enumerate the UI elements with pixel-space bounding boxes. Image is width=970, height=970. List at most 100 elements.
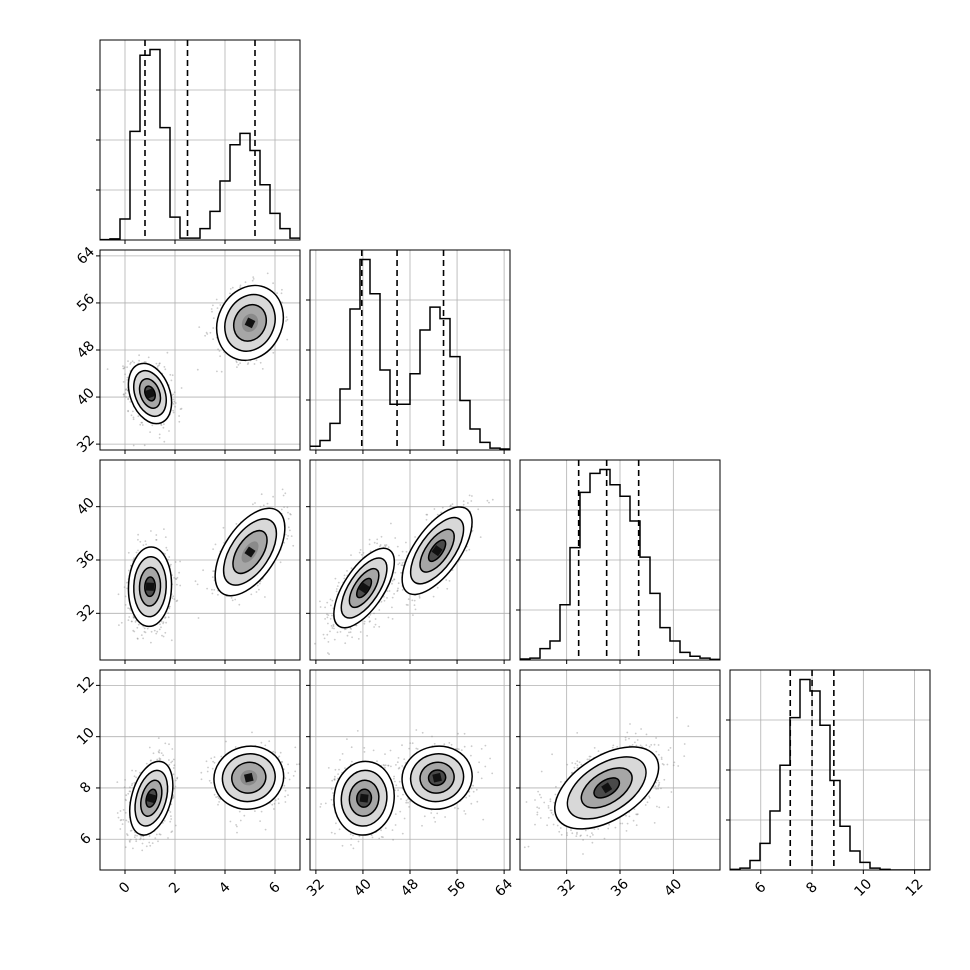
sample-point <box>157 737 160 739</box>
density-peak <box>144 388 156 399</box>
sample-point <box>171 760 174 763</box>
sample-point <box>220 370 223 373</box>
sample-point <box>133 630 136 633</box>
sample-point <box>144 361 147 363</box>
sample-point <box>301 512 303 514</box>
sample-point <box>148 746 151 749</box>
sample-point <box>441 506 444 509</box>
sample-point <box>471 529 474 532</box>
sample-point <box>407 598 410 600</box>
sample-point <box>385 544 388 546</box>
density-peak <box>358 582 370 594</box>
sample-point <box>158 433 161 436</box>
sample-point <box>369 620 371 622</box>
sample-point <box>287 535 289 537</box>
sample-point <box>284 492 287 495</box>
sample-point <box>156 630 159 633</box>
sample-point <box>239 284 242 287</box>
sample-point <box>164 631 167 634</box>
sample-point <box>292 544 295 547</box>
sample-point <box>139 838 142 841</box>
sample-point <box>163 423 165 425</box>
sample-point <box>216 370 218 373</box>
sample-point <box>126 376 129 379</box>
sample-point <box>411 599 414 602</box>
sample-point <box>159 758 162 760</box>
sample-point <box>132 616 135 619</box>
sample-point <box>163 528 165 530</box>
sample-point <box>337 581 340 584</box>
sample-point <box>170 563 172 566</box>
sample-point <box>174 561 177 563</box>
sample-point <box>477 508 480 511</box>
sample-point <box>247 362 250 364</box>
sample-point <box>219 304 222 306</box>
sample-point <box>330 604 332 607</box>
sample-point <box>131 620 133 623</box>
sample-point <box>174 824 177 827</box>
sample-point <box>380 535 383 538</box>
sample-point <box>175 578 178 580</box>
sample-point <box>179 408 182 410</box>
sample-point <box>122 381 125 383</box>
sample-point <box>129 609 132 611</box>
sample-point <box>343 628 346 631</box>
sample-point <box>167 837 169 839</box>
sample-point <box>237 363 240 366</box>
sample-point <box>152 752 155 755</box>
sample-point <box>127 409 129 412</box>
sample-point <box>488 501 490 504</box>
sample-point <box>135 840 138 843</box>
sample-point <box>127 792 130 795</box>
sample-point <box>148 841 151 844</box>
sample-point <box>106 368 109 370</box>
sample-point <box>355 624 358 627</box>
sample-point <box>132 418 135 421</box>
sample-point <box>133 557 136 560</box>
sample-point <box>123 367 125 370</box>
sample-point <box>144 631 147 634</box>
contour-line <box>144 576 156 598</box>
sample-point <box>170 815 172 817</box>
sample-point <box>179 584 182 587</box>
sample-point <box>166 549 169 551</box>
sample-point <box>127 569 130 572</box>
sample-point <box>350 567 353 570</box>
sample-point <box>326 616 329 619</box>
sample-point <box>159 623 161 626</box>
sample-point <box>436 513 439 516</box>
sample-point <box>368 543 371 546</box>
sample-point <box>139 837 142 839</box>
sample-point <box>286 506 289 509</box>
sample-point <box>154 837 157 839</box>
sample-point <box>256 584 259 587</box>
sample-point <box>362 552 365 554</box>
sample-point <box>210 308 213 310</box>
sample-point <box>414 536 416 538</box>
sample-point <box>158 362 161 365</box>
panel-1-1 <box>306 249 511 454</box>
sample-point <box>130 829 133 832</box>
sample-point <box>414 608 417 611</box>
sample-point <box>170 831 173 833</box>
sample-point <box>123 586 126 589</box>
sample-point <box>149 844 152 847</box>
sample-point <box>127 397 130 400</box>
sample-point <box>394 537 397 539</box>
sample-point <box>286 537 289 540</box>
sample-point <box>440 511 442 514</box>
contour-line <box>427 539 447 563</box>
density-mode-0 <box>333 547 396 629</box>
sample-point <box>324 606 326 609</box>
sample-point <box>142 838 145 841</box>
sample-point <box>194 580 197 583</box>
sample-point <box>219 355 222 358</box>
sample-point <box>211 588 213 591</box>
sample-point <box>239 362 242 364</box>
sample-point <box>160 620 163 623</box>
sample-point <box>127 607 130 610</box>
sample-point <box>400 572 402 574</box>
sample-point <box>198 326 201 328</box>
sample-point <box>255 591 258 593</box>
